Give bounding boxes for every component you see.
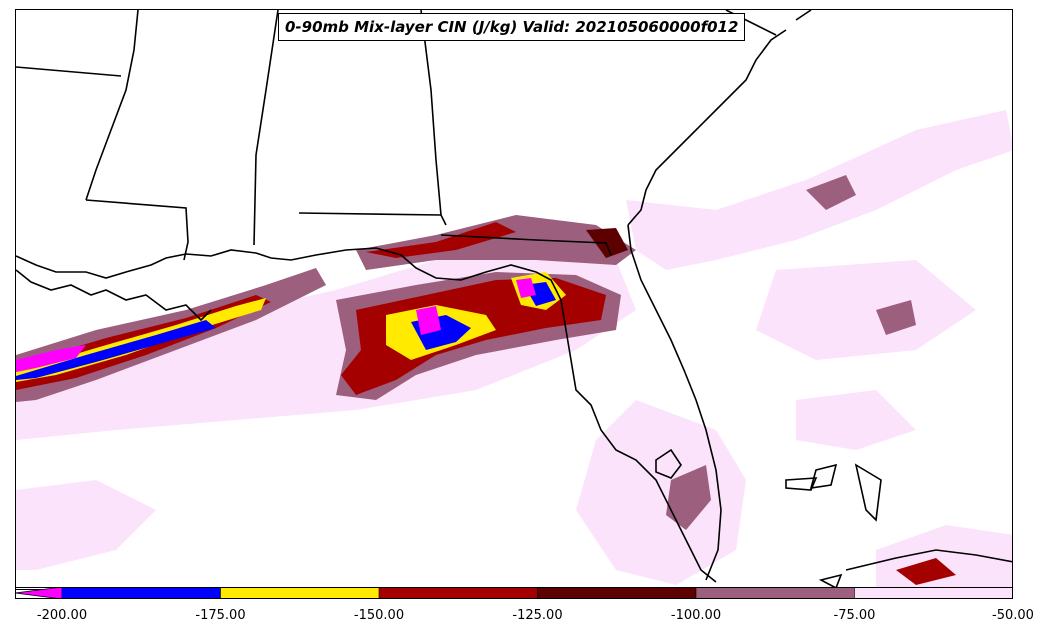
coastline-louisiana	[16, 269, 212, 322]
colorbar-tick-label: -100.00	[670, 608, 722, 623]
colorbar-border	[15, 587, 1013, 599]
colorbar	[15, 587, 1013, 599]
island-keys	[818, 573, 843, 589]
island-andros	[809, 463, 838, 489]
cin-area-maroon-keys	[896, 558, 956, 585]
cin-area-light-florida-south	[576, 400, 746, 585]
colorbar-segment	[537, 587, 697, 599]
colorbar-tick-label: -50.00	[992, 608, 1034, 623]
coastline-florida-east	[627, 224, 722, 581]
cin-area-mauve-panhandle	[356, 215, 636, 270]
cin-area-mauve-florida	[666, 465, 711, 530]
map-canvas	[16, 10, 1012, 589]
boundary-al-fl	[298, 212, 447, 226]
colorbar-segment	[62, 587, 221, 599]
cin-area-light-atlantic	[756, 260, 976, 360]
colorbar-segment	[220, 587, 380, 599]
boundary-la-ms-east	[85, 199, 189, 261]
cin-area-mauve-atlantic	[806, 175, 856, 210]
cin-area-magenta-gulf-west	[16, 345, 86, 372]
cin-area-mauve-atlantic-2	[876, 300, 916, 335]
colorbar-segment	[696, 587, 855, 599]
geography-outlines	[16, 10, 1012, 589]
colorbar-segment	[379, 587, 538, 599]
colorbar-tick-label: -200.00	[36, 608, 88, 623]
boundary-ms-west	[85, 10, 139, 201]
cin-area-magenta-bigbend	[516, 278, 536, 298]
colorbar-extend-arrow	[15, 587, 63, 599]
island-grand-bahama	[785, 477, 818, 491]
map-title: 0-90mb Mix-layer CIN (J/kg) Valid: 20210…	[278, 13, 746, 41]
coastline-cuba	[845, 549, 1012, 571]
cin-area-blue-gulf-west	[16, 320, 216, 380]
coastline-atlantic	[627, 29, 787, 226]
colorbar-tick-label: -125.00	[512, 608, 563, 623]
coastline-gulf	[16, 247, 717, 583]
lake-okeechobee	[655, 448, 682, 479]
colorbar-tick-label: -75.00	[833, 608, 876, 623]
boundary-ar-la	[16, 66, 122, 77]
cin-area-maroon-bigbend	[586, 228, 628, 258]
boundary-al-ga	[420, 10, 442, 216]
cin-area-magenta-gulf-central	[416, 306, 441, 335]
colorbar-segment	[854, 587, 1013, 599]
cin-area-light-west-gulf	[796, 390, 916, 450]
boundary-sc-nc	[795, 10, 812, 21]
cin-contours-magenta	[16, 278, 536, 372]
boundary-ga-fl	[440, 234, 612, 256]
island-abaco	[854, 463, 882, 522]
cin-area-light-gulf-south	[16, 480, 156, 570]
boundary-ms-al	[253, 10, 279, 246]
cin-area-maroon-panhandle	[366, 222, 516, 258]
colorbar-tick-label: -175.00	[195, 608, 246, 623]
colorbar-tick-label: -150.00	[353, 608, 405, 623]
map-panel	[15, 9, 1013, 590]
